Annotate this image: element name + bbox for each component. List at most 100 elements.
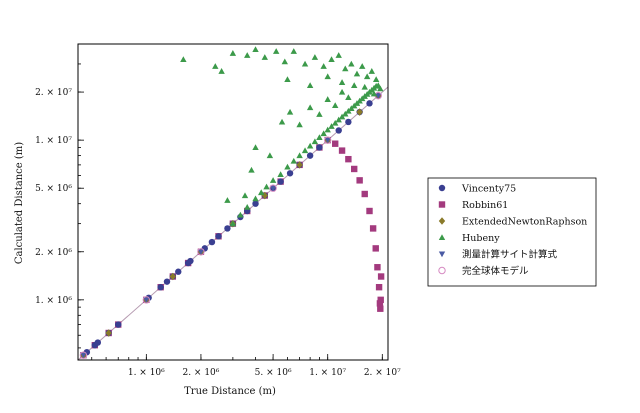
y-tick-label: 2. × 10⁷ [35,88,72,98]
data-point [356,177,363,184]
data-point [263,183,270,190]
data-point [348,60,355,67]
data-point [338,88,346,95]
data-point [252,195,259,202]
data-point [290,157,297,164]
legend-label: 測量計算サイト計算式 [462,249,558,261]
data-point [338,147,346,154]
data-point [306,152,314,159]
data-point [376,300,384,307]
data-point [356,108,363,116]
data-point [142,296,151,304]
data-point [157,283,164,291]
data-point [320,63,327,69]
data-point [324,136,332,144]
data-point [269,185,277,192]
data-point [375,93,382,99]
data-point [284,163,291,170]
data-point [306,104,314,111]
data-point [266,152,274,159]
data-point [208,238,216,246]
data-point [361,83,368,90]
data-point [80,352,87,359]
legend: Vincenty75 Robbin61 ExtendedNewtonRaphson H… [427,177,597,287]
data-point [311,138,319,145]
data-point [143,297,150,304]
data-point [306,82,314,89]
data-point [212,63,219,69]
data-point [261,54,269,60]
data-point [272,48,280,54]
data-point [332,102,339,108]
data-point [269,177,277,183]
data-point [284,76,291,82]
data-point [79,351,88,359]
data-point [377,305,384,312]
data-point [175,268,182,275]
data-point [197,249,205,255]
data-point [296,161,303,169]
data-point [359,63,366,69]
data-point [290,48,297,54]
data-point [351,82,358,89]
data-point [218,68,225,74]
legend-label: ExtendedNewtonRaphson [462,217,587,228]
data-point [316,144,323,151]
data-point [187,257,194,265]
data-point [316,111,323,117]
data-point [229,50,237,56]
data-point [345,118,352,126]
data-point [377,85,384,92]
data-point [241,192,249,199]
data-point [372,76,380,82]
data-point [328,123,335,129]
data-point [338,113,346,120]
legend-box [427,177,597,287]
x-tick-label: 2. × 10⁶ [182,368,219,378]
data-point [286,108,294,115]
data-point [332,119,339,126]
data-point [366,100,373,107]
data-point [229,220,237,227]
data-point [328,56,335,63]
data-point [335,127,342,134]
x-axis-label: True Distance (m) [184,386,276,397]
legend-marker [438,234,446,241]
legend-label: Hubeny [462,233,500,244]
y-tick-label: 2. × 10⁶ [35,248,72,258]
data-point [248,166,255,173]
data-point [377,296,384,304]
x-tick-label: 1. × 10⁶ [128,368,165,378]
data-point [375,283,383,291]
data-point [281,58,288,65]
data-point [345,155,352,163]
data-point [335,52,342,58]
data-point [369,225,377,232]
data-point [372,245,379,252]
y-tick-label: 1. × 10⁷ [35,136,72,146]
data-point [351,165,358,173]
data-point [374,264,381,271]
legend-marker [438,201,446,208]
legend-marker [438,184,446,192]
x-tick-label: 2. × 10⁷ [364,368,401,378]
data-point [324,126,331,133]
data-point [277,178,284,185]
x-tick-label: 5. × 10⁶ [255,368,292,378]
data-point [342,65,349,72]
data-point [320,130,327,137]
data-point [258,189,265,196]
data-point [105,329,112,337]
data-point [224,197,231,203]
axes: 1. × 10⁶ 2. × 10⁶ 5. × 10⁶ 1. × 10⁷ 2. × 10⁷… [35,43,401,378]
data-point [224,225,231,232]
data-point [252,200,259,207]
data-point [361,190,368,198]
data-point [301,60,309,67]
data-point [353,70,361,77]
data-point [306,142,314,149]
x-tick-label: 1. × 10⁷ [309,368,346,378]
data-point [296,152,303,159]
